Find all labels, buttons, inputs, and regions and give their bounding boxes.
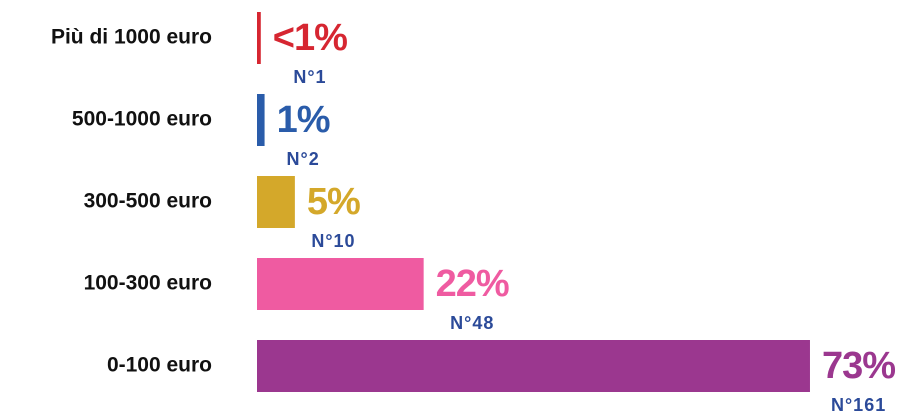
count-label: N°48 [450,313,494,333]
count-label: N°10 [311,231,355,251]
bar [257,258,424,310]
bar [257,176,295,228]
value-label: 5% [307,181,360,223]
value-label: <1% [273,17,347,59]
bar [257,12,261,64]
count-label: N°2 [287,149,320,169]
bar [257,94,265,146]
value-label: 1% [277,99,330,141]
bar [257,340,810,392]
category-label: 100-300 euro [84,272,212,295]
value-label: 22% [436,263,509,305]
category-label: 500-1000 euro [72,108,212,131]
category-label: Più di 1000 euro [51,26,212,49]
category-label: 300-500 euro [84,190,212,213]
value-label: 73% [822,345,895,387]
count-label: N°161 [831,395,886,414]
category-label: 0-100 euro [107,354,212,377]
count-label: N°1 [293,67,326,87]
